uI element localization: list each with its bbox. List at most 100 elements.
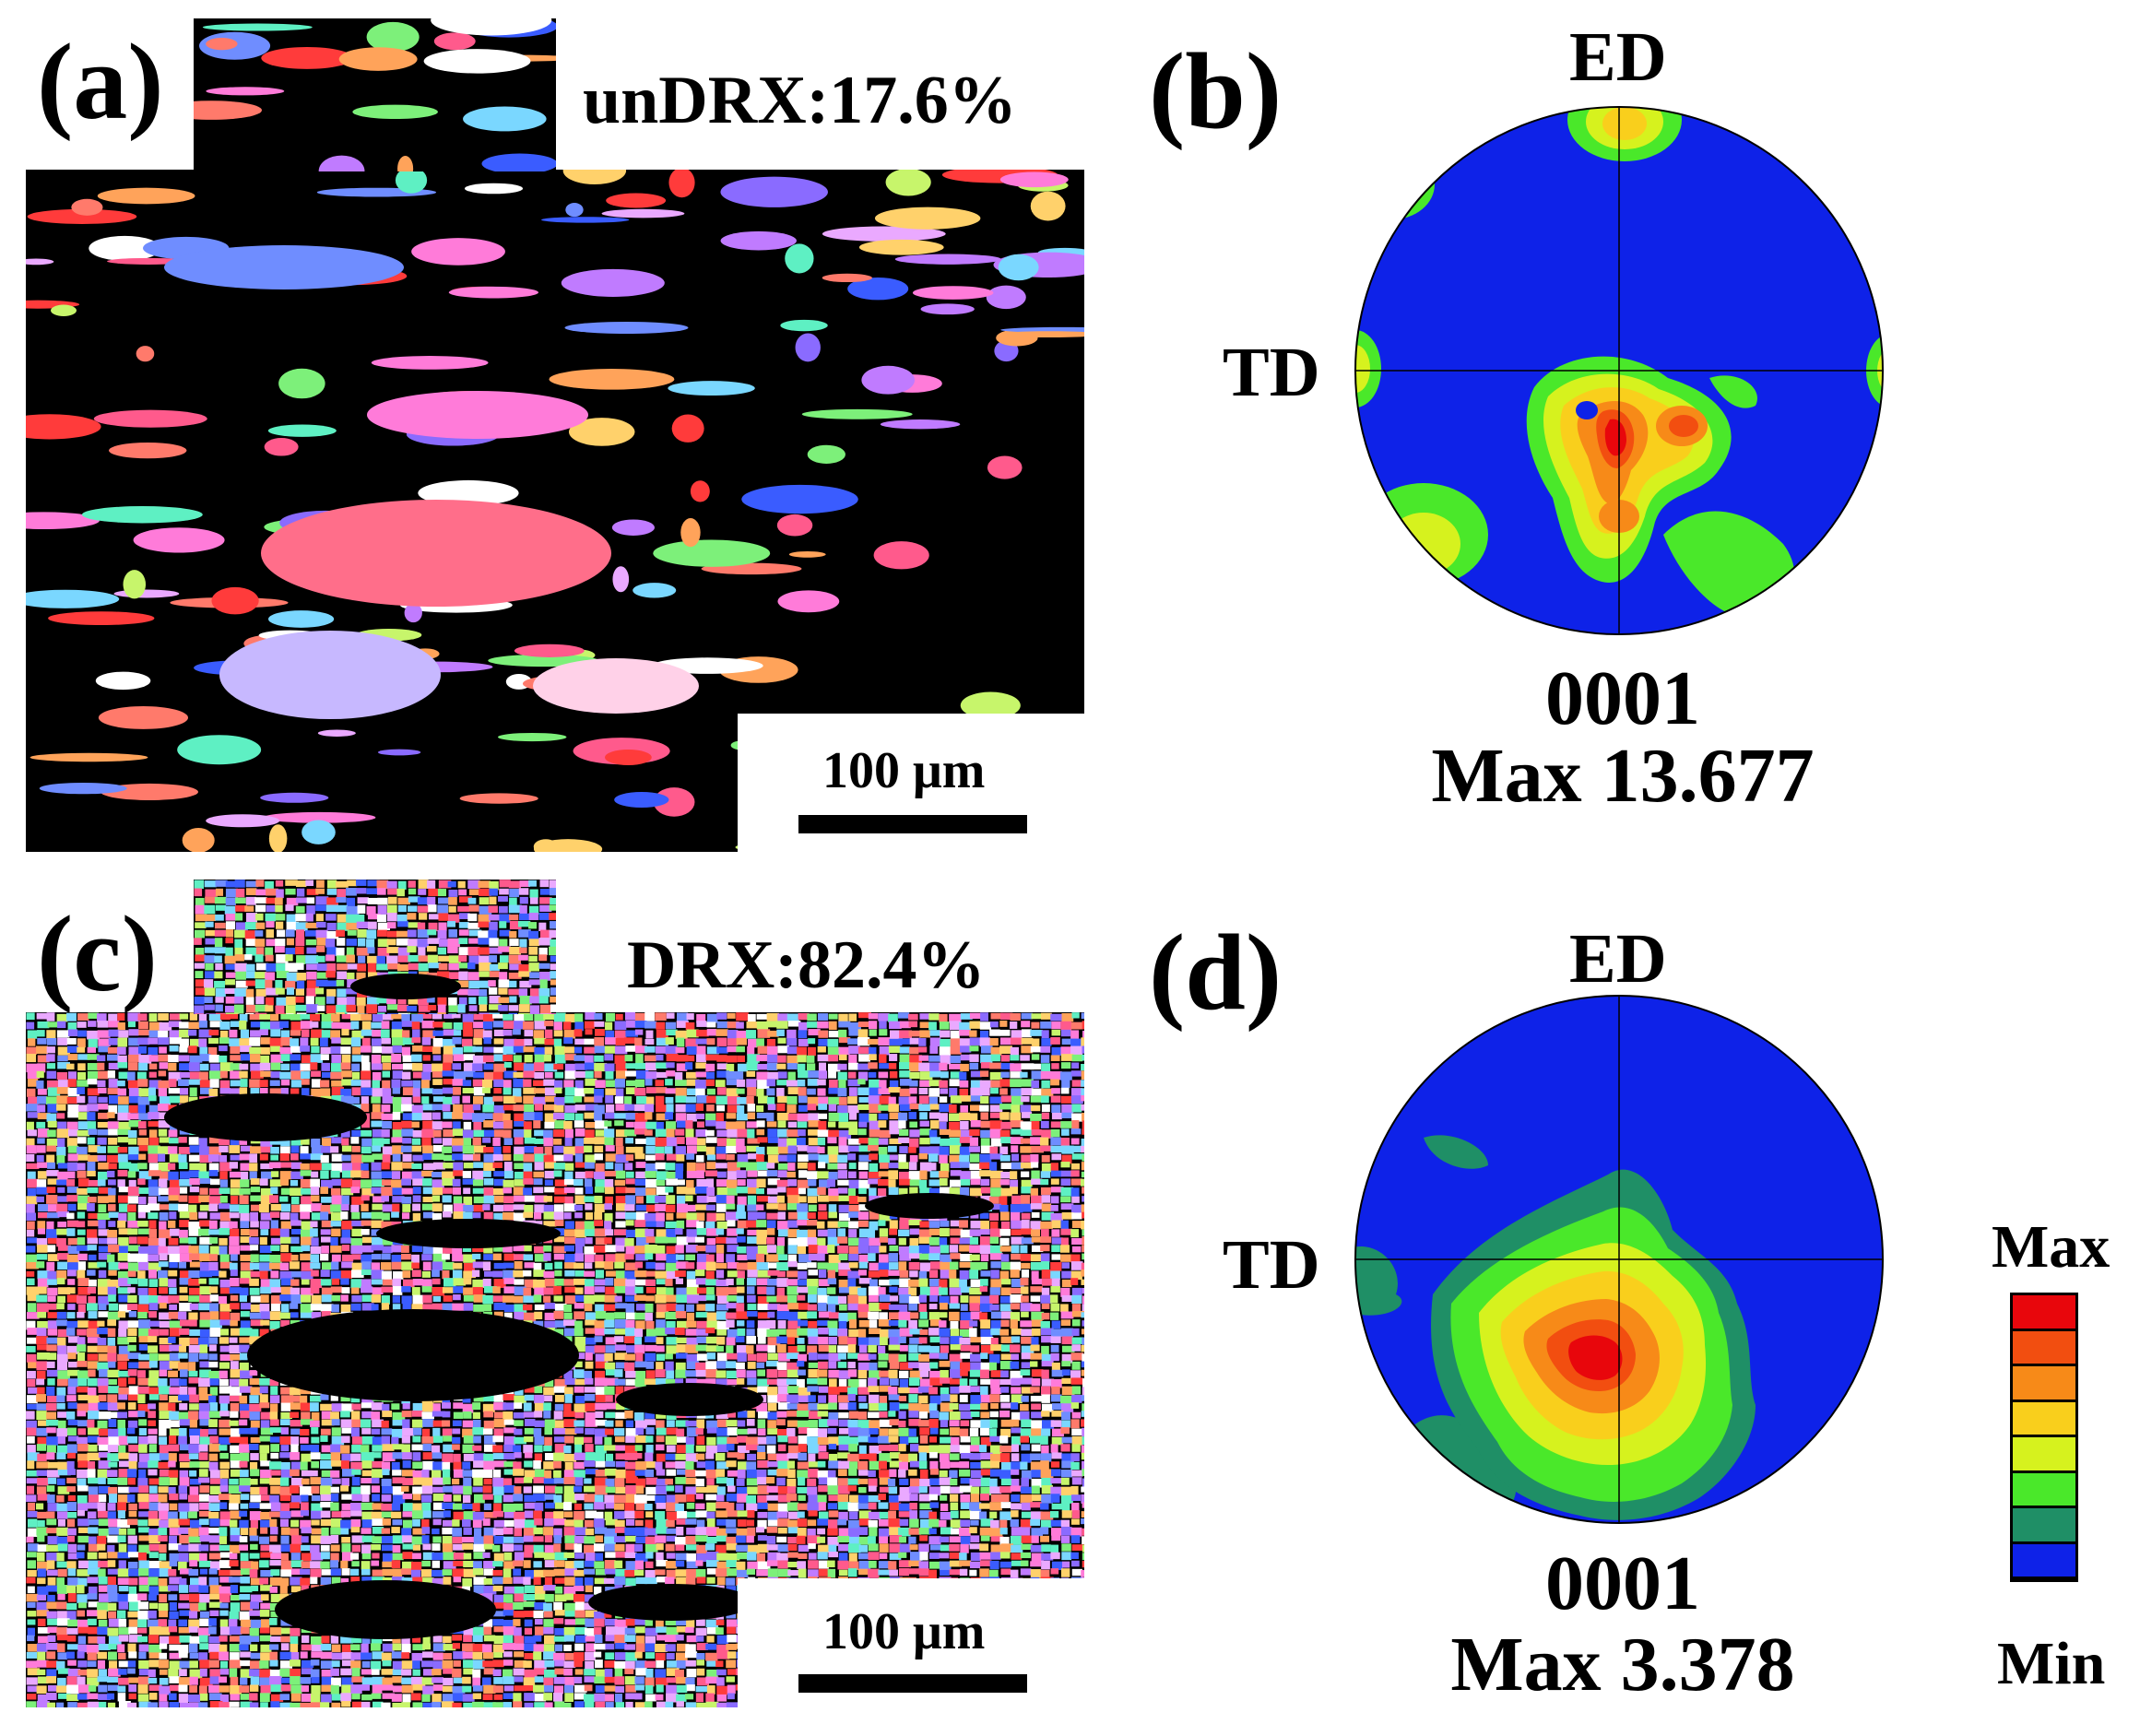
- grain: [514, 1195, 526, 1202]
- grain: [37, 1095, 47, 1104]
- grain: [168, 1295, 180, 1304]
- grain: [645, 1287, 656, 1293]
- grain: [950, 1055, 961, 1064]
- grain: [280, 1245, 290, 1253]
- grain: [148, 1163, 160, 1172]
- grain: [685, 1022, 695, 1031]
- grain: [219, 1187, 231, 1195]
- grain: [138, 1113, 151, 1120]
- grain: [219, 1211, 231, 1222]
- grain: [888, 1304, 901, 1310]
- grain: [888, 1369, 898, 1379]
- td-axis-label-b: TD: [1223, 334, 1320, 411]
- grain: [310, 1022, 319, 1028]
- grain: [392, 1270, 404, 1280]
- grain: [848, 1179, 861, 1189]
- grain: [929, 1030, 941, 1036]
- grain: [178, 1362, 188, 1371]
- grain: [260, 1046, 270, 1055]
- grain: [798, 1196, 807, 1203]
- grain: [401, 1253, 411, 1260]
- grain: [644, 1055, 656, 1062]
- grain: [655, 1162, 667, 1170]
- grain: [301, 1279, 310, 1285]
- grain: [219, 1270, 227, 1278]
- grain: [1071, 1062, 1080, 1069]
- grain: [817, 1088, 826, 1096]
- grain: [878, 1104, 891, 1111]
- grain: [1010, 1137, 1023, 1144]
- grain: [87, 1088, 100, 1096]
- grain: [828, 1055, 839, 1062]
- grain: [980, 1120, 994, 1128]
- grain: [1040, 1095, 1049, 1104]
- grain: [918, 1087, 928, 1094]
- grain: [989, 1062, 1002, 1069]
- grain: [1061, 1154, 1072, 1164]
- grain: [26, 1353, 37, 1363]
- grain: [36, 1286, 47, 1294]
- grain: [493, 1088, 502, 1094]
- grain: [56, 1146, 66, 1156]
- grain: [605, 1095, 614, 1104]
- grain: [98, 1096, 108, 1104]
- grain: [1040, 1236, 1052, 1243]
- grain: [705, 1170, 718, 1177]
- grain: [138, 1336, 150, 1343]
- grain: [726, 1361, 737, 1369]
- grain: [381, 1187, 393, 1197]
- grain: [889, 1112, 902, 1120]
- grain: [514, 1387, 524, 1396]
- grain: [514, 1121, 526, 1128]
- grain: [432, 1295, 442, 1303]
- grain: [808, 1113, 820, 1123]
- grain: [808, 1120, 821, 1128]
- grain: [899, 1294, 911, 1304]
- grain: [148, 1262, 161, 1272]
- grain: [929, 1104, 943, 1110]
- grain: [493, 1038, 503, 1045]
- grain: [401, 1295, 412, 1305]
- grain: [137, 1221, 148, 1227]
- grain: [493, 1178, 505, 1187]
- grain: [219, 1037, 230, 1045]
- grain: [377, 749, 421, 756]
- grain: [260, 1212, 272, 1221]
- grain: [776, 1021, 788, 1029]
- grain: [797, 1145, 809, 1151]
- grain: [290, 1228, 302, 1234]
- grain: [715, 1163, 727, 1169]
- grain: [36, 1045, 48, 1055]
- grain: [310, 1286, 320, 1294]
- grain: [67, 1054, 78, 1061]
- grain: [777, 1045, 789, 1054]
- grain: [1031, 1278, 1043, 1285]
- grain: [756, 1071, 769, 1081]
- grain: [117, 1088, 127, 1096]
- grain: [736, 1037, 747, 1045]
- grain: [928, 1179, 941, 1187]
- grain: [676, 1055, 689, 1062]
- grain: [807, 1079, 819, 1086]
- grain: [1011, 1236, 1024, 1245]
- grain: [169, 1320, 183, 1329]
- grain: [341, 1163, 353, 1173]
- grain: [1030, 1187, 1038, 1198]
- grain: [443, 1012, 455, 1019]
- grain: [635, 1070, 649, 1080]
- grain: [1000, 1171, 1013, 1179]
- grain: [585, 1012, 596, 1021]
- grain: [443, 1138, 454, 1146]
- grain: [37, 1128, 50, 1138]
- grain: [382, 1279, 394, 1286]
- grain: [523, 1153, 535, 1163]
- grain: [56, 1319, 67, 1327]
- grain: [908, 1138, 919, 1148]
- grain: [767, 1030, 779, 1037]
- grain: [879, 1236, 889, 1243]
- grain: [909, 1087, 917, 1094]
- grain: [766, 1203, 779, 1210]
- grain: [625, 1021, 637, 1028]
- grain: [47, 1022, 60, 1028]
- grain: [230, 1063, 242, 1070]
